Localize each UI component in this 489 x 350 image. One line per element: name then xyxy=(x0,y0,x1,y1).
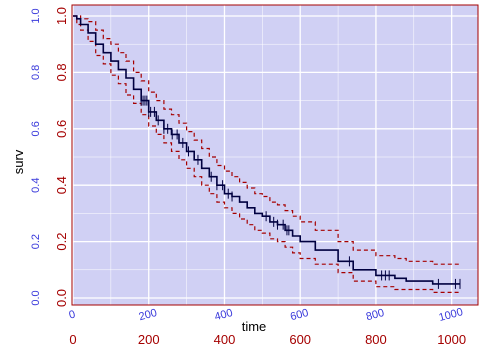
y-tick-label-inner: 0.2 xyxy=(30,234,42,249)
upper-ci-line xyxy=(73,15,460,265)
y-tick-label-inner: 0.4 xyxy=(30,178,42,193)
lower-ci-line xyxy=(73,15,460,293)
x-tick-label-outer: 600 xyxy=(289,332,311,347)
plot-panel xyxy=(72,5,478,305)
y-tick-label-inner: 0.6 xyxy=(30,121,42,136)
plot-border xyxy=(71,4,479,306)
confidence-band xyxy=(73,15,460,293)
survival-step-line xyxy=(73,15,460,285)
grid-lines xyxy=(72,5,478,305)
censor-marks xyxy=(140,95,461,289)
survival-estimate xyxy=(73,15,460,285)
x-tick-label-outer: 1000 xyxy=(437,332,466,347)
y-tick-label-inner: 0.8 xyxy=(30,65,42,80)
x-tick-label-inner: 600 xyxy=(289,307,310,323)
x-tick-label-outer: 800 xyxy=(365,332,387,347)
outer-x-tick-labels: 0 200 400 600 800 1000 xyxy=(69,332,466,347)
y-axis-title: surv xyxy=(11,149,26,174)
x-tick-label-outer: 200 xyxy=(138,332,160,347)
y-tick-label-inner: 0.0 xyxy=(30,290,42,305)
x-tick-label-inner: 0 xyxy=(68,309,77,322)
x-tick-label-outer: 400 xyxy=(214,332,236,347)
x-tick-label-outer: 0 xyxy=(69,332,76,347)
inner-x-tick-labels: 0 200 400 600 800 1000 xyxy=(68,306,465,324)
x-tick-label-inner: 200 xyxy=(138,307,159,323)
inner-y-tick-labels: 0.0 0.2 0.4 0.6 0.8 1.0 0.0 0.2 0.4 0.6 0.8 1.0 xyxy=(30,7,69,307)
x-tick-label-inner: 800 xyxy=(365,307,386,323)
y-tick-label-outer: 0.6 xyxy=(54,120,69,138)
y-tick-label-outer: 0.0 xyxy=(54,289,69,307)
x-axis-title: time xyxy=(242,319,267,334)
y-tick-label-outer: 0.8 xyxy=(54,63,69,81)
x-tick-label-inner: 400 xyxy=(213,307,234,323)
y-tick-label-inner: 1.0 xyxy=(30,8,42,23)
y-tick-label-outer: 0.4 xyxy=(54,176,69,194)
y-tick-label-outer: 1.0 xyxy=(54,7,69,25)
x-tick-label-inner: 1000 xyxy=(438,306,465,324)
y-tick-label-outer: 0.2 xyxy=(54,233,69,251)
